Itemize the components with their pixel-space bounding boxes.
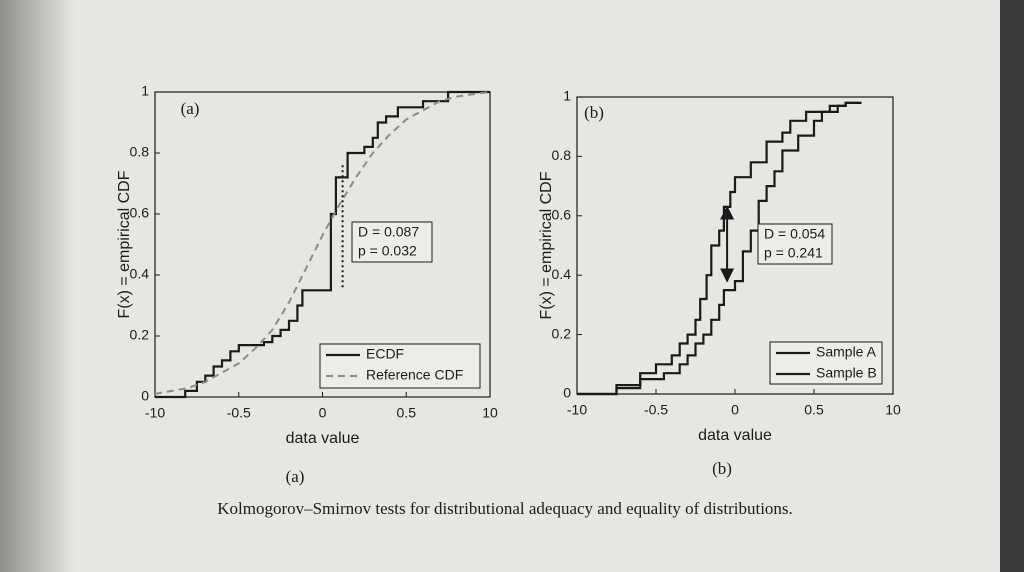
panel-label: (a) <box>181 99 200 118</box>
legend-box <box>769 341 883 385</box>
annotation-text: p = 0.241 <box>764 245 823 261</box>
legend-label: Sample A <box>816 344 877 360</box>
y-tick-label: 0.6 <box>552 207 572 223</box>
y-axis-label: F(x) = empirical CDF <box>538 171 555 319</box>
right-cover-edge <box>1000 0 1024 572</box>
annotation-text: p = 0.032 <box>358 243 417 259</box>
subcaption: (b) <box>712 459 732 478</box>
x-axis-label: data value <box>286 430 360 447</box>
y-tick-label: 0.4 <box>130 266 150 282</box>
subcaption: (a) <box>286 467 305 486</box>
caption: Kolmogorov–Smirnov tests for distributio… <box>217 499 793 518</box>
annotation-text: D = 0.087 <box>358 224 419 240</box>
legend-label: Sample B <box>816 365 877 381</box>
left-page-edge <box>0 0 75 572</box>
x-tick-label: 0.5 <box>804 402 824 418</box>
legend-label: Reference CDF <box>366 367 463 383</box>
x-tick-label: 10 <box>482 405 498 421</box>
y-tick-label: 0.8 <box>552 147 572 163</box>
series-line <box>154 91 491 395</box>
series-line <box>577 101 862 396</box>
x-axis-label: data value <box>698 427 772 444</box>
series-line <box>155 90 490 399</box>
panel-label: (b) <box>584 103 604 122</box>
annotation-box <box>757 223 833 265</box>
y-tick-label: 0.8 <box>130 144 150 160</box>
legend-label: ECDF <box>366 346 404 362</box>
y-tick-label: 0 <box>141 388 149 404</box>
series-line <box>577 101 862 396</box>
x-tick-label: 10 <box>885 402 901 418</box>
x-tick-label: 0.5 <box>397 405 417 421</box>
x-tick-label: 0 <box>319 405 327 421</box>
x-tick-label: -10 <box>145 405 165 421</box>
y-tick-label: 0.2 <box>130 327 150 343</box>
y-tick-label: 0.4 <box>552 266 572 282</box>
x-tick-label: -0.5 <box>227 405 251 421</box>
legend-box <box>319 343 481 389</box>
y-tick-label: 1 <box>141 83 149 99</box>
x-tick-label: -0.5 <box>644 402 668 418</box>
y-tick-label: 0 <box>563 385 571 401</box>
y-tick-label: 0.6 <box>130 205 150 221</box>
y-axis-label: F(x) = empirical CDF <box>116 170 133 318</box>
x-tick-label: 0 <box>731 402 739 418</box>
y-tick-label: 1 <box>563 88 571 104</box>
x-tick-label: -10 <box>567 402 587 418</box>
y-tick-label: 0.2 <box>552 325 572 341</box>
annotation-box <box>351 221 433 263</box>
annotation-text: D = 0.054 <box>764 226 825 242</box>
